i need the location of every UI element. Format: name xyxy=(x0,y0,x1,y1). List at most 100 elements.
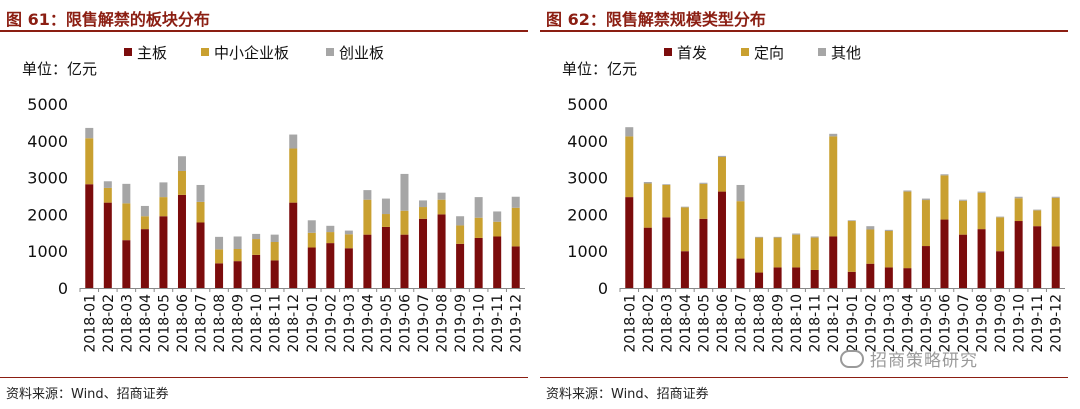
x-tick-label-19: 2019-08 xyxy=(975,294,991,353)
bar-segment-2018-02-0 xyxy=(103,202,112,288)
y-tick-label-3: 3000 xyxy=(567,169,608,188)
x-tick-label-12: 2019-01 xyxy=(305,294,321,353)
bar-segment-2019-09-1 xyxy=(996,217,1005,252)
bar-segment-2018-01-0 xyxy=(625,197,634,288)
chart-panel-types: 图 62：限售解禁规模类型分布 单位：亿元 首发 定向 其他 0 1000 2000 3000… xyxy=(540,0,1072,409)
bar-segment-2018-03-2 xyxy=(122,183,131,204)
bar-segment-2019-05-1 xyxy=(921,200,930,247)
bar-segment-2019-01-2 xyxy=(307,220,316,233)
title-divider xyxy=(540,30,1068,32)
bar-segment-2019-08-1 xyxy=(977,192,986,230)
bar-segment-2018-10-1 xyxy=(252,239,261,255)
bar-segment-2018-11-0 xyxy=(270,260,279,288)
bar-segment-2018-06-0 xyxy=(177,194,186,288)
source-note: 资料来源：Wind、招商证券 xyxy=(6,387,169,402)
bar-segment-2018-07-1 xyxy=(736,201,745,259)
bar-segment-2019-12-1 xyxy=(1051,197,1060,247)
x-tick-label-2: 2018-03 xyxy=(119,294,135,353)
x-tick-label-14: 2019-03 xyxy=(342,294,358,353)
x-tick-label-8: 2018-09 xyxy=(771,294,787,353)
bar-segment-2019-05-0 xyxy=(921,246,930,288)
x-tick-label-9: 2018-10 xyxy=(789,294,805,353)
bar-segment-2018-10-0 xyxy=(252,254,261,288)
bar-segment-2019-02-0 xyxy=(866,263,875,288)
bar-segment-2019-10-0 xyxy=(1014,221,1023,288)
bar-segment-2018-08-1 xyxy=(755,237,764,273)
legend-label-2: 其他 xyxy=(831,44,861,62)
bar-segment-2019-04-0 xyxy=(903,268,912,288)
bar-segment-2019-09-1 xyxy=(456,225,465,244)
bar-segment-2018-04-1 xyxy=(140,216,149,230)
watermark: 招商策略研究 xyxy=(840,346,978,371)
bar-segment-2018-06-0 xyxy=(717,191,726,288)
bar-segment-2018-11-2 xyxy=(810,236,819,238)
x-tick-label-16: 2019-05 xyxy=(379,294,395,353)
legend-label-1: 中小企业板 xyxy=(214,44,289,62)
chart-panel-sectors: 图 61：限售解禁的板块分布 单位：亿元 主板 中小企业板 创业板 0 1000 2000 3… xyxy=(0,0,532,409)
bar-segment-2018-09-0 xyxy=(773,267,782,288)
source-divider xyxy=(0,377,528,378)
bar-segment-2018-05-1 xyxy=(159,197,168,217)
x-tick-label-15: 2019-04 xyxy=(900,294,916,353)
bar-segment-2019-09-2 xyxy=(996,216,1005,218)
unit-label: 单位：亿元 xyxy=(22,60,97,78)
bar-segment-2019-12-2 xyxy=(511,196,520,208)
bar-segment-2018-10-1 xyxy=(792,234,801,268)
x-tick-label-2: 2018-03 xyxy=(659,294,675,353)
bar-segment-2018-02-2 xyxy=(643,182,652,184)
bar-segment-2018-06-1 xyxy=(717,156,726,192)
y-tick-label-5: 5000 xyxy=(567,95,608,114)
bar-segment-2018-09-1 xyxy=(773,237,782,268)
bar-segment-2019-07-1 xyxy=(419,207,428,219)
bar-segment-2018-03-1 xyxy=(662,184,671,218)
bar-segment-2018-12-2 xyxy=(289,134,298,149)
x-tick-label-4: 2018-05 xyxy=(696,294,712,353)
title-divider xyxy=(0,30,528,32)
legend-swatch-1 xyxy=(741,48,749,56)
bar-segment-2018-01-2 xyxy=(625,127,634,137)
bar-segment-2018-04-2 xyxy=(140,205,149,217)
bar-segment-2018-06-1 xyxy=(177,170,186,195)
legend-label-0: 主板 xyxy=(137,44,167,62)
legend-label-1: 定向 xyxy=(754,44,784,62)
y-tick-label-5: 5000 xyxy=(27,95,68,114)
x-tick-label-23: 2019-12 xyxy=(1049,294,1065,353)
bar-segment-2019-08-2 xyxy=(437,192,446,200)
bar-segment-2019-08-1 xyxy=(437,199,446,215)
bar-segment-2019-02-2 xyxy=(866,226,875,230)
bar-segment-2019-03-1 xyxy=(344,234,353,249)
bar-segment-2018-07-2 xyxy=(196,184,205,202)
bar-segment-2018-11-2 xyxy=(270,234,279,242)
legend-swatch-2 xyxy=(326,48,334,56)
bar-segment-2018-04-0 xyxy=(140,229,149,288)
figure-title: 图 62：限售解禁规模类型分布 xyxy=(546,10,766,29)
bar-segment-2018-12-1 xyxy=(829,136,838,237)
y-tick-label-1: 1000 xyxy=(567,242,608,261)
bar-segment-2019-10-1 xyxy=(474,217,483,238)
bar-segment-2018-08-0 xyxy=(215,263,224,288)
stacked-bar-chart-sectors: 单位：亿元 主板 中小企业板 创业板 0 1000 2000 3000 4000 5000 2018… xyxy=(22,44,525,353)
bar-segment-2019-10-2 xyxy=(474,197,483,218)
bar-segment-2019-01-1 xyxy=(847,221,856,272)
x-tick-label-16: 2019-05 xyxy=(919,294,935,353)
x-tick-label-1: 2018-02 xyxy=(641,294,657,353)
bar-segment-2019-06-0 xyxy=(400,234,409,288)
bar-segment-2018-12-2 xyxy=(829,133,838,137)
bar-segment-2018-02-2 xyxy=(103,181,112,188)
bar-segment-2019-02-0 xyxy=(326,243,335,288)
bar-segment-2018-11-0 xyxy=(810,269,819,288)
source-note: 资料来源：Wind、招商证券 xyxy=(546,387,709,402)
bar-segment-2019-10-1 xyxy=(1014,198,1023,222)
bar-segment-2018-05-0 xyxy=(699,218,708,288)
bar-segment-2019-10-0 xyxy=(474,237,483,288)
bar-segment-2019-01-1 xyxy=(307,232,316,248)
bar-segment-2018-07-1 xyxy=(196,201,205,223)
bar-segment-2018-08-1 xyxy=(215,249,224,264)
bar-segment-2019-08-0 xyxy=(977,229,986,288)
bar-segment-2019-09-2 xyxy=(456,216,465,226)
bar-segment-2019-02-2 xyxy=(326,225,335,233)
x-tick-label-7: 2018-08 xyxy=(752,294,768,353)
bar-segment-2019-11-2 xyxy=(1033,209,1042,211)
bar-segment-2019-07-2 xyxy=(959,199,968,201)
